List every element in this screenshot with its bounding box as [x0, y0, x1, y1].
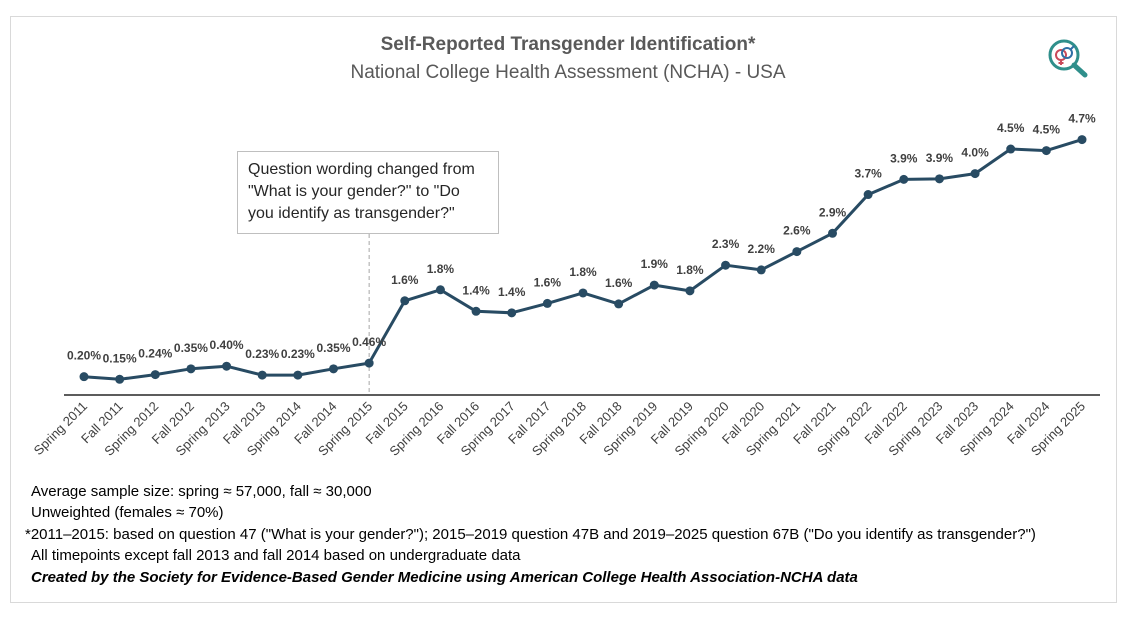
- data-point: [115, 374, 125, 384]
- data-label: 4.5%: [1033, 123, 1061, 137]
- note-weighting: Unweighted (females ≈ 70%): [31, 504, 224, 521]
- data-label: 1.6%: [534, 275, 562, 289]
- data-point: [1077, 135, 1087, 145]
- data-label: 0.40%: [210, 338, 244, 352]
- data-point: [649, 280, 659, 290]
- data-point: [792, 247, 802, 257]
- data-label: 0.46%: [352, 335, 386, 349]
- data-point: [507, 308, 517, 318]
- note-timepoints: All timepoints except fall 2013 and fall…: [31, 547, 521, 564]
- data-label: 0.24%: [138, 347, 172, 361]
- data-label: 1.9%: [641, 257, 669, 271]
- data-point: [79, 372, 89, 382]
- data-label: 0.35%: [316, 341, 350, 355]
- data-point: [471, 306, 481, 316]
- data-point: [222, 361, 232, 371]
- note-sample-size: Average sample size: spring ≈ 57,000, fa…: [31, 483, 372, 500]
- data-label: 1.4%: [498, 285, 526, 299]
- data-label: 3.7%: [854, 167, 882, 181]
- data-label: 0.20%: [67, 349, 101, 363]
- data-label: 3.9%: [890, 151, 918, 165]
- data-point: [186, 364, 196, 374]
- data-label: 1.8%: [427, 262, 455, 276]
- data-point: [899, 174, 909, 184]
- data-point: [329, 364, 338, 374]
- data-label: 0.35%: [174, 341, 208, 355]
- chart-subtitle: National College Health Assessment (NCHA…: [350, 62, 786, 83]
- data-point: [685, 286, 695, 296]
- data-point: [721, 260, 731, 270]
- data-point: [1041, 146, 1051, 156]
- data-label: 0.23%: [281, 347, 315, 361]
- chart-frame: [10, 16, 1117, 603]
- data-label: 4.0%: [961, 146, 989, 160]
- data-point: [970, 169, 980, 179]
- data-label: 1.8%: [676, 263, 704, 277]
- chart-title: Self-Reported Transgender Identification…: [380, 34, 756, 55]
- annotation-callout: Question wording changed from "What is y…: [237, 151, 499, 234]
- data-point: [756, 265, 766, 275]
- note-questions: *2011–2015: based on question 47 ("What …: [25, 526, 1036, 543]
- data-point: [435, 285, 445, 295]
- data-point: [934, 174, 944, 184]
- magnifier-gender-icon: [1048, 39, 1088, 78]
- data-point: [364, 358, 374, 368]
- data-point: [614, 299, 624, 309]
- data-label: 1.4%: [462, 283, 490, 297]
- data-point: [828, 228, 837, 238]
- data-label: 1.6%: [605, 276, 633, 290]
- data-label: 3.9%: [926, 151, 954, 165]
- data-point: [863, 190, 873, 200]
- data-label: 0.23%: [245, 347, 279, 361]
- data-point: [578, 288, 588, 298]
- data-point: [400, 296, 410, 306]
- data-label: 2.9%: [819, 205, 847, 219]
- data-label: 1.6%: [391, 273, 419, 287]
- data-label: 1.8%: [569, 265, 597, 279]
- data-label: 2.2%: [748, 242, 776, 256]
- data-point: [1006, 144, 1016, 154]
- data-label: 4.5%: [997, 121, 1025, 135]
- x-tick-label: Spring 2011: [31, 399, 91, 459]
- data-label: 2.3%: [712, 237, 740, 251]
- data-label: 4.7%: [1068, 112, 1096, 126]
- data-point: [293, 370, 303, 380]
- data-point: [257, 370, 267, 380]
- data-point: [150, 370, 160, 380]
- data-label: 0.15%: [103, 351, 137, 365]
- data-label: 2.6%: [783, 224, 811, 238]
- note-credit: Created by the Society for Evidence-Base…: [31, 569, 858, 586]
- data-point: [542, 298, 552, 308]
